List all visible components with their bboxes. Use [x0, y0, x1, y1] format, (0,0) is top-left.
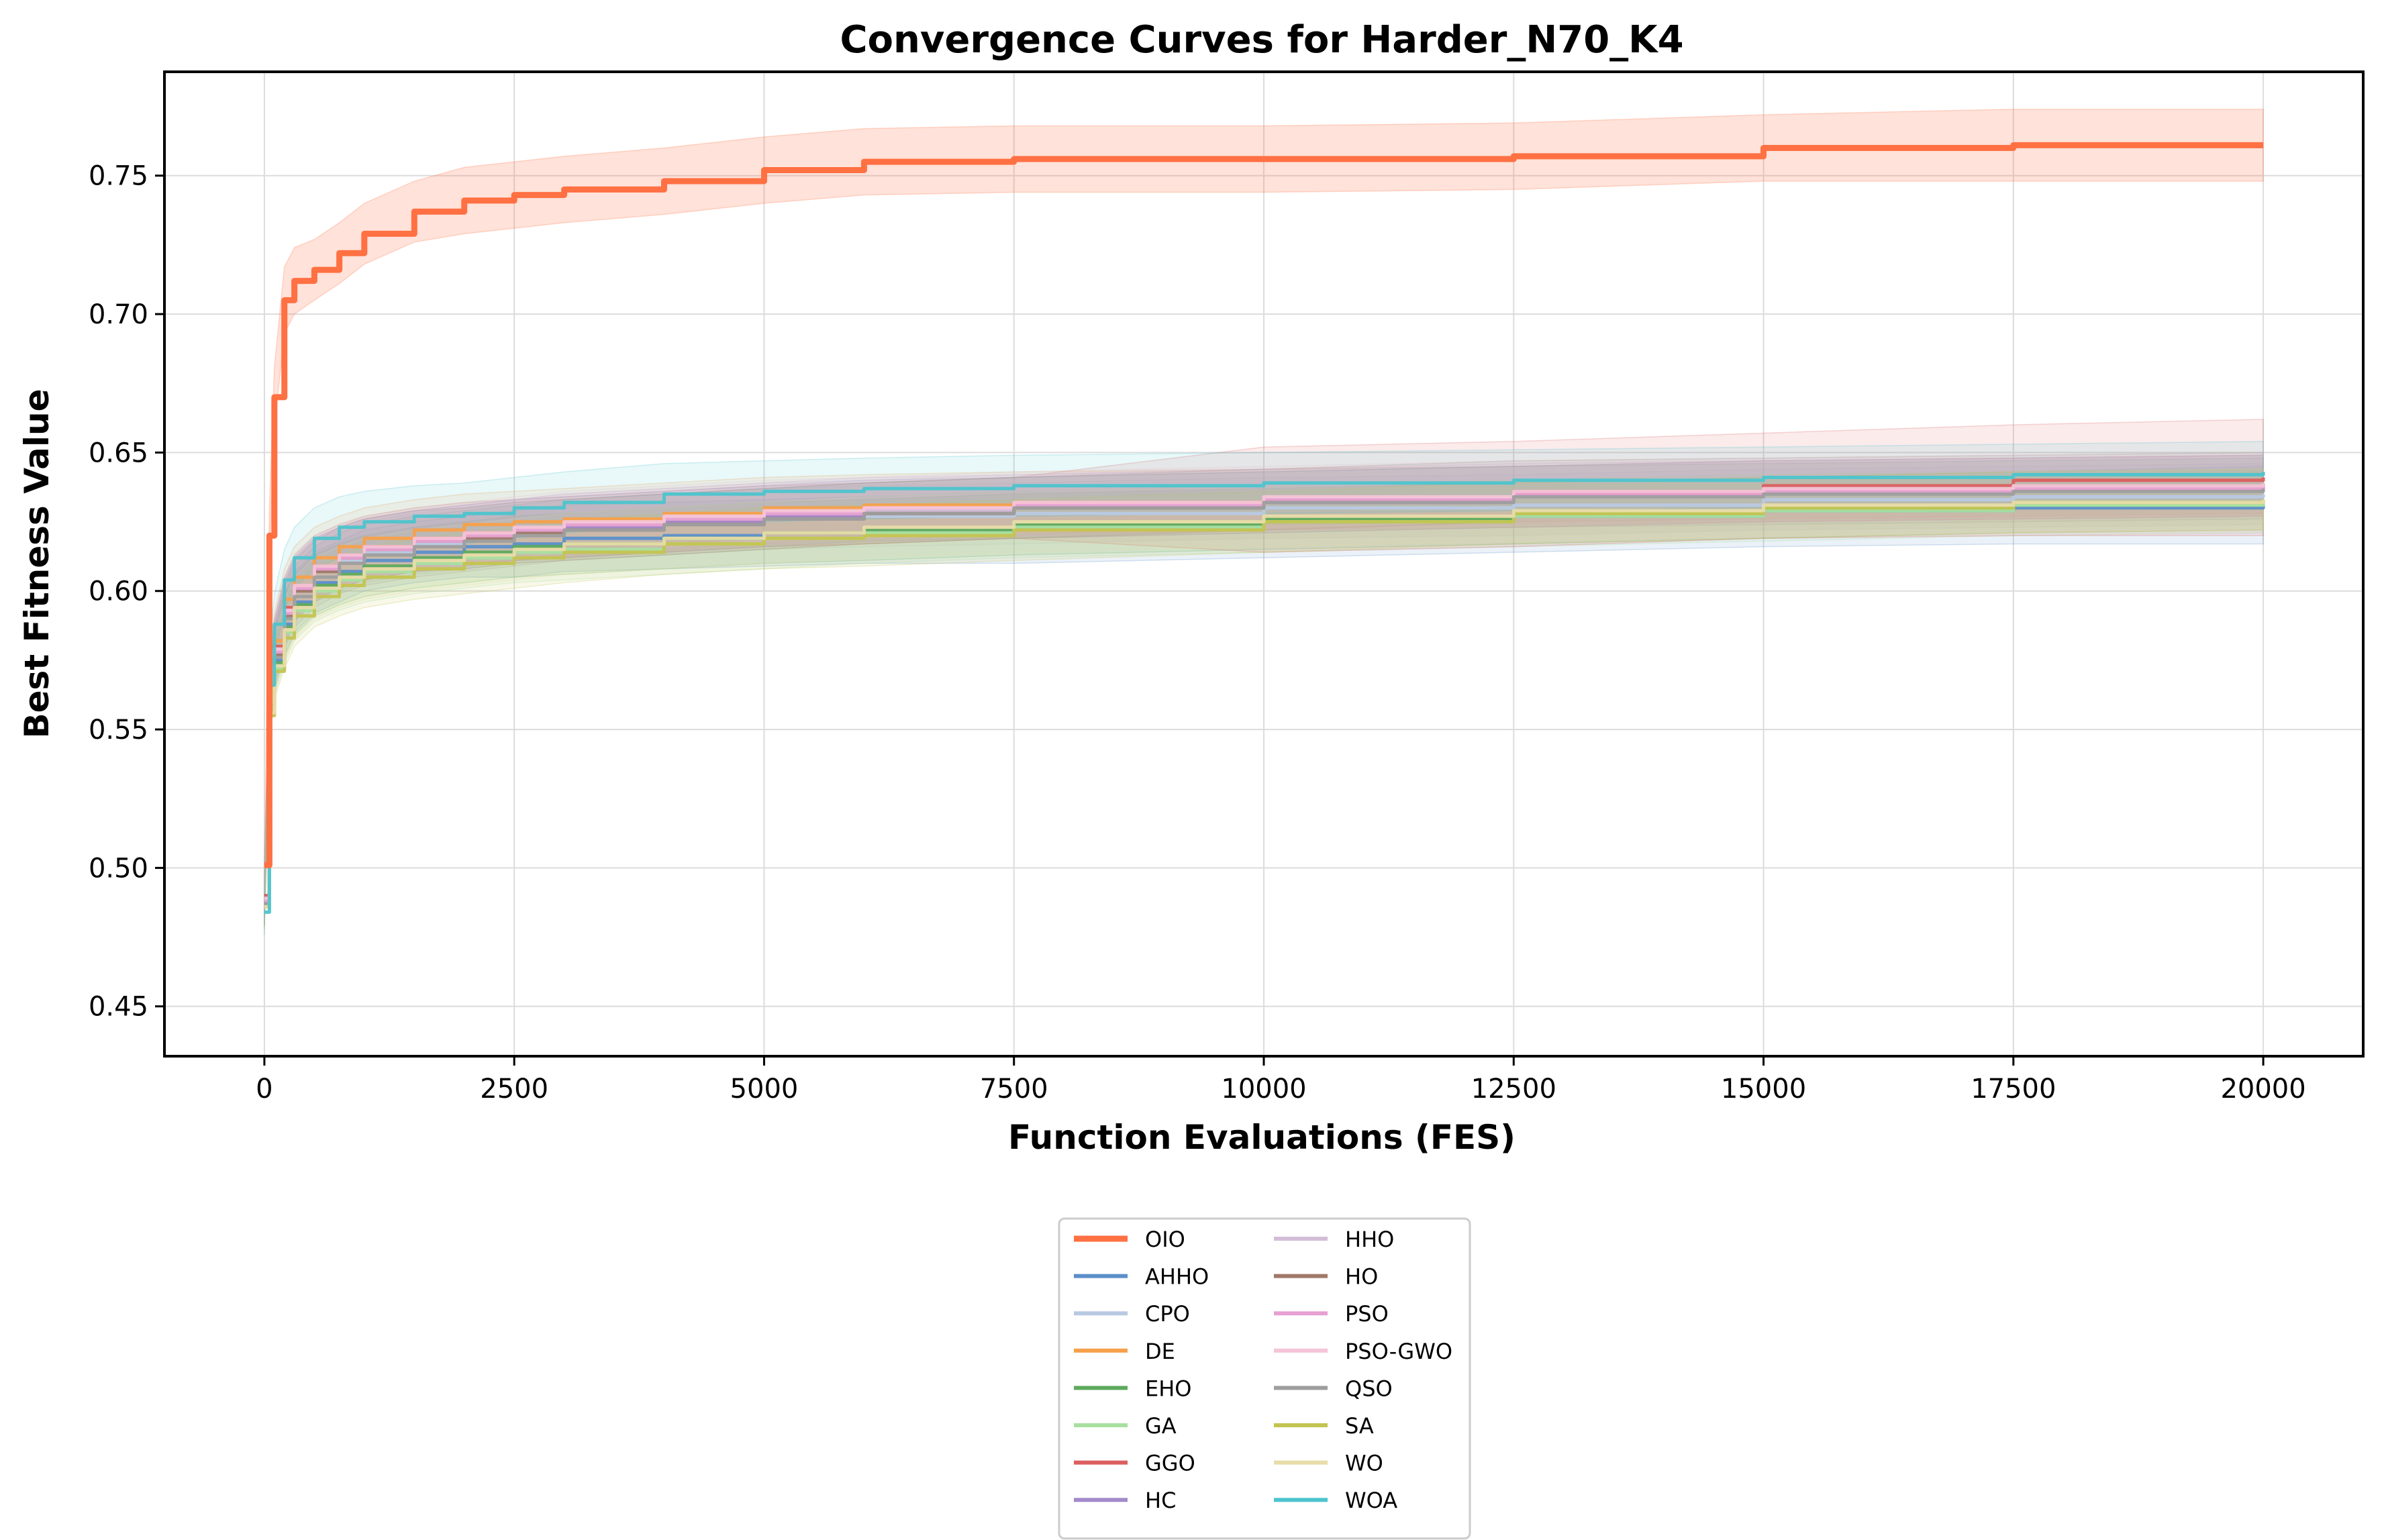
grid-lines [164, 72, 2363, 1056]
y-axis-label: Best Fitness Value [17, 389, 56, 738]
x-axis-label: Function Evaluations (FES) [1008, 1118, 1516, 1157]
legend-label-hc: HC [1145, 1488, 1176, 1513]
legend-label-pso: PSO [1345, 1301, 1389, 1327]
series-line-pso-gwo [264, 482, 2265, 901]
legend-label-oio: OIO [1145, 1227, 1185, 1252]
legend-label-eho: EHO [1145, 1376, 1191, 1401]
legend-box [1058, 1217, 1471, 1540]
x-tick-label: 12500 [1471, 1074, 1556, 1105]
y-tick-label: 0.50 [89, 853, 148, 884]
x-tick-label: 5000 [730, 1074, 799, 1105]
legend-label-ahho: AHHO [1145, 1264, 1209, 1290]
y-tick-label: 0.65 [89, 438, 148, 468]
legend-label-ho: HO [1345, 1264, 1378, 1290]
legend-label-cpo: CPO [1145, 1301, 1190, 1327]
legend-label-de: DE [1145, 1339, 1175, 1364]
x-tick-label: 2500 [480, 1074, 548, 1105]
y-tick-label: 0.55 [89, 715, 148, 746]
y-tick-label: 0.75 [89, 161, 148, 192]
x-tick-label: 10000 [1221, 1074, 1306, 1105]
series-line-qso [264, 489, 2265, 906]
legend-label-wo: WO [1345, 1451, 1383, 1476]
series-lines [264, 142, 2265, 914]
legend-label-woa: WOA [1345, 1488, 1397, 1513]
series-line-wo [264, 499, 2265, 909]
legend-label-sa: SA [1345, 1413, 1374, 1439]
chart-title: Convergence Curves for Harder_N70_K4 [840, 18, 1683, 62]
x-tick-label: 0 [256, 1074, 272, 1105]
x-tick-label: 7500 [980, 1074, 1048, 1105]
y-tick-label: 0.70 [89, 299, 148, 330]
legend: OIO AHHO CPO DE EHO GA GGO HC HHO HO PSO PSO-GWO QSO… [1058, 1217, 1471, 1540]
x-tick-label: 17500 [1971, 1074, 2056, 1105]
y-tick-label: 0.60 [89, 576, 148, 607]
x-tick-label: 20000 [2220, 1074, 2305, 1105]
y-axis-ticks: 0.45 0.50 0.55 0.60 0.65 0.70 0.75 [89, 161, 164, 1023]
legend-label-ga: GA [1145, 1413, 1177, 1439]
legend-label-ggo: GGO [1145, 1451, 1195, 1476]
series-line-sa [264, 499, 2265, 909]
legend-label-hho: HHO [1345, 1227, 1394, 1252]
band-ahho [264, 466, 2264, 918]
series-line-oio [264, 142, 2264, 868]
legend-label-qso: QSO [1345, 1376, 1393, 1401]
series-line-woa [264, 472, 2265, 914]
x-axis-ticks: 0 2500 5000 7500 10000 12500 15000 17500 20000 [256, 1056, 2306, 1105]
y-tick-label: 0.45 [89, 992, 148, 1023]
x-tick-label: 15000 [1721, 1074, 1806, 1105]
legend-label-pso-gwo: PSO-GWO [1345, 1339, 1452, 1364]
band-eho [264, 468, 2264, 927]
